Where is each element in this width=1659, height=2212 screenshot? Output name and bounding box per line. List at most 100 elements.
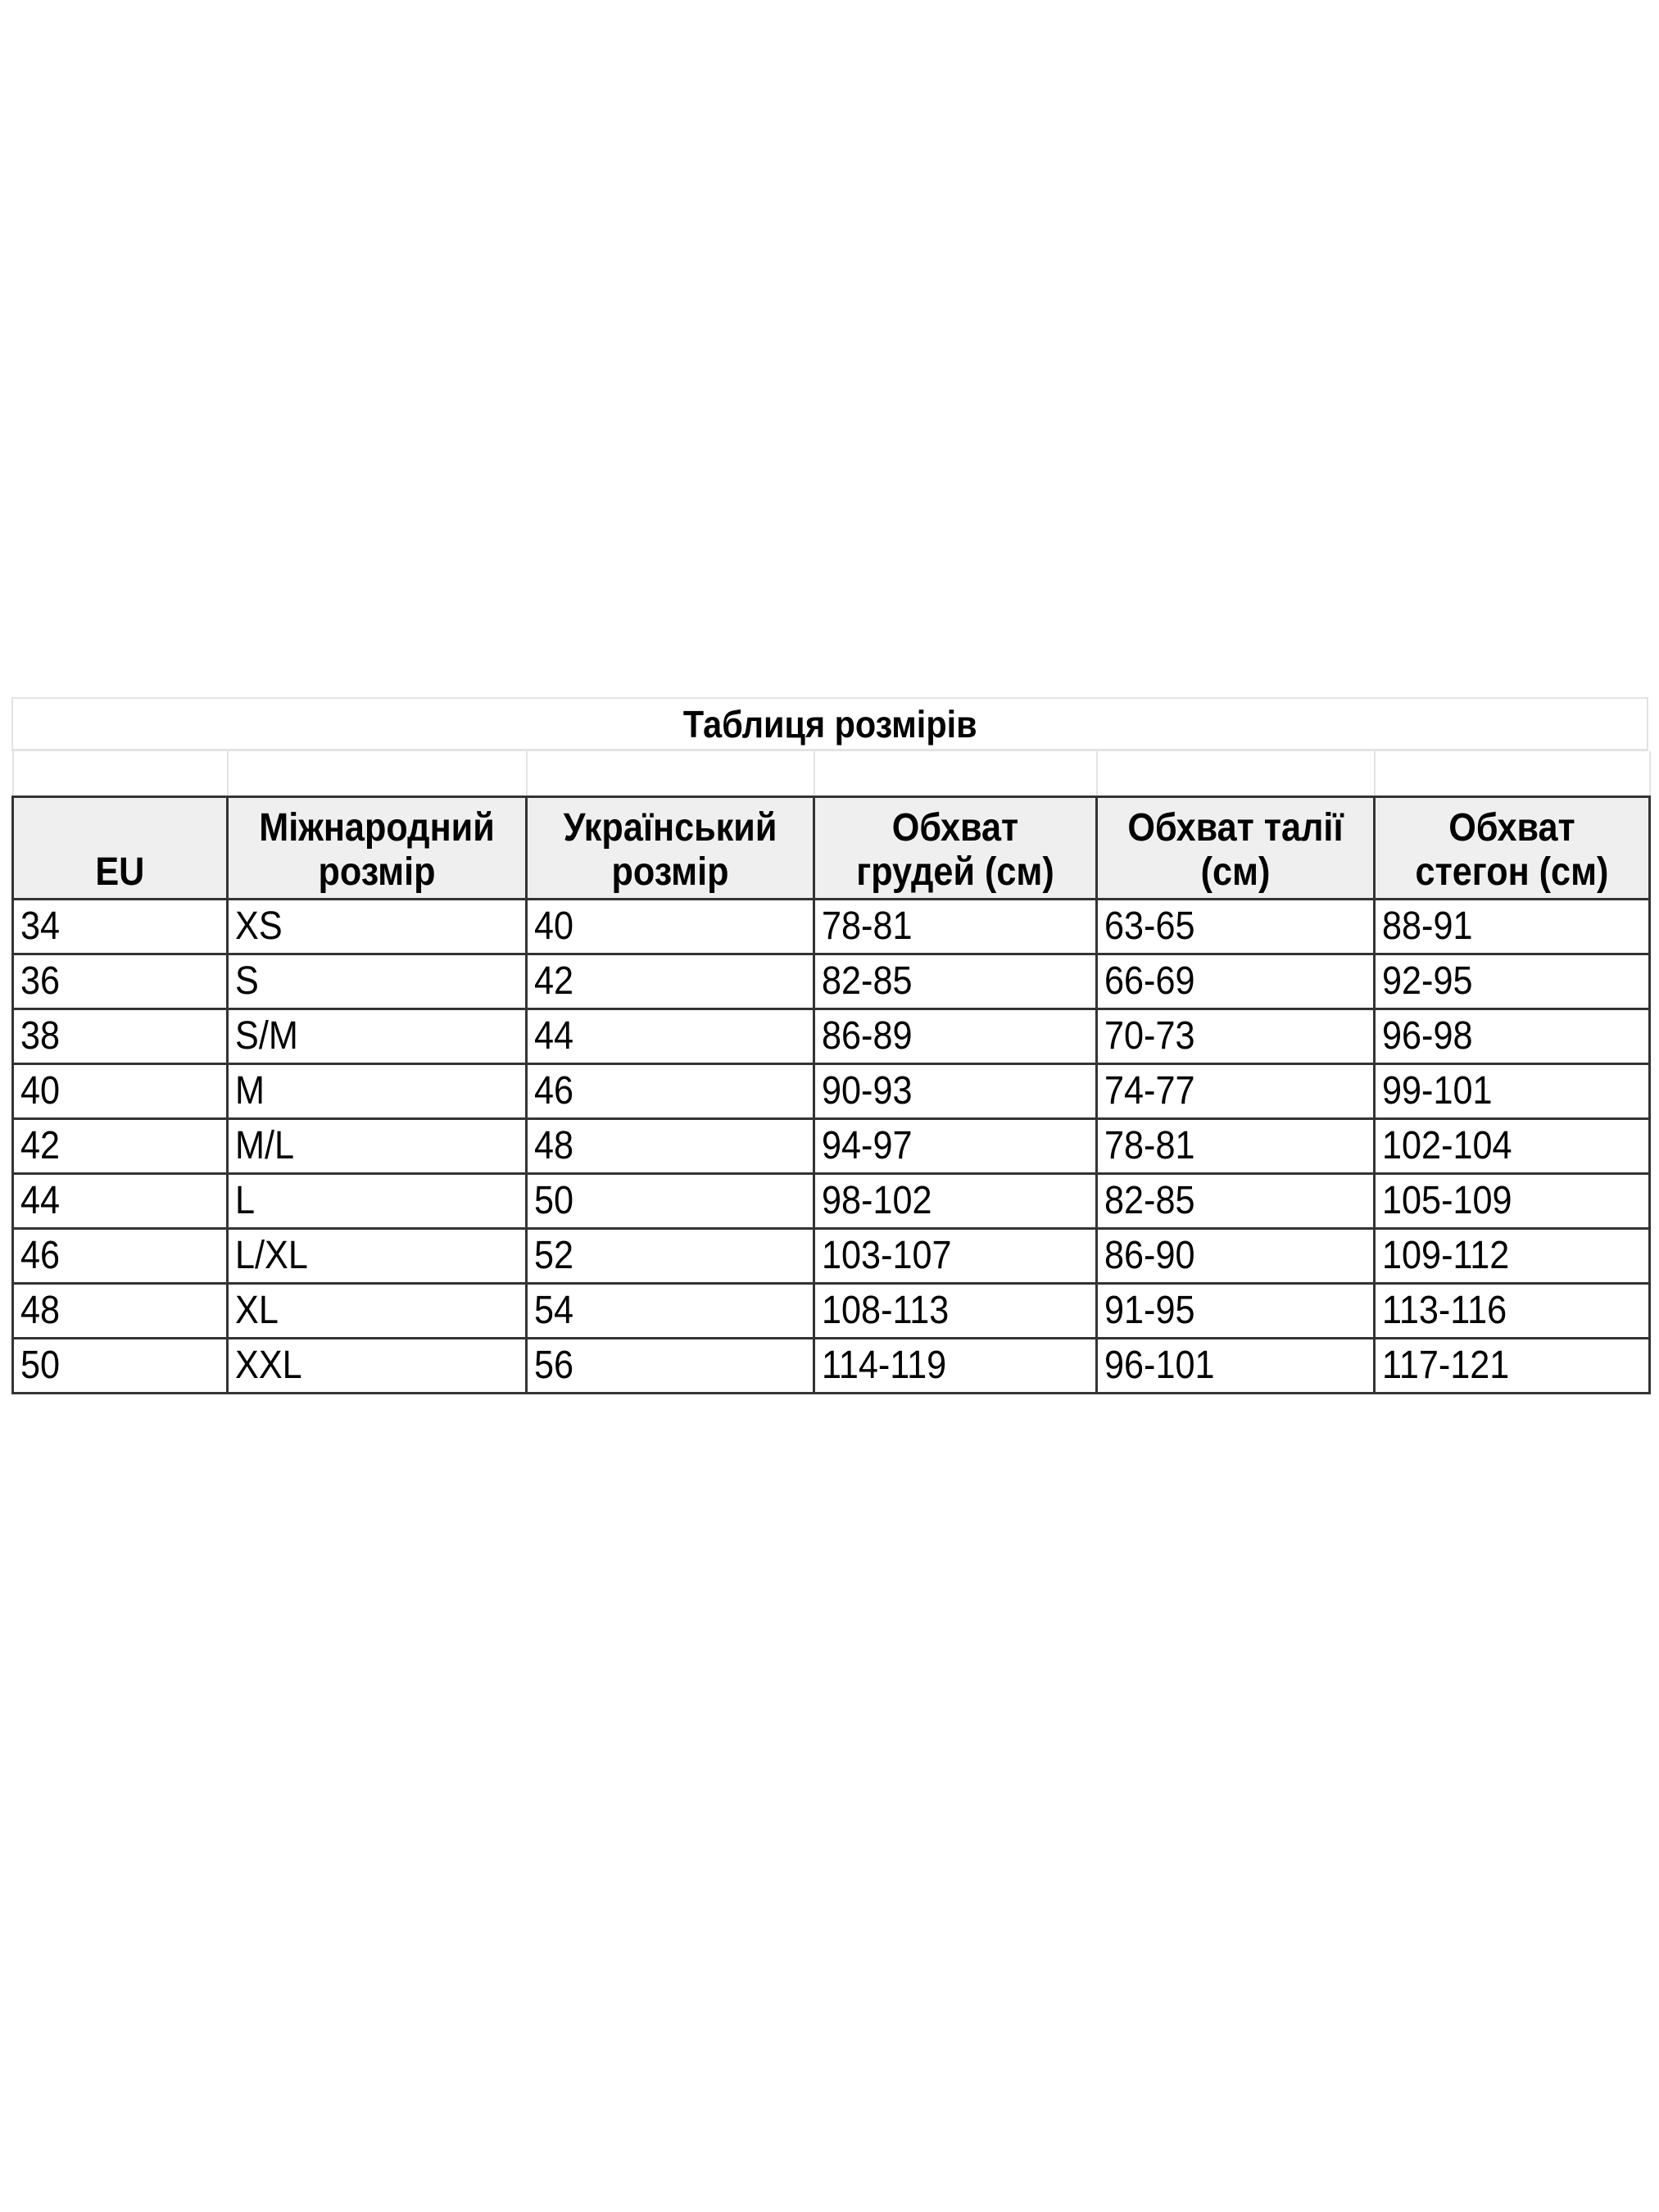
cell-value: 98-102 bbox=[822, 1179, 932, 1222]
cell-value: 52 bbox=[534, 1234, 574, 1277]
table-cell: 66-69 bbox=[1095, 953, 1376, 1010]
table-cell: 91-95 bbox=[1095, 1282, 1376, 1339]
table-cell: 70-73 bbox=[1095, 1008, 1376, 1065]
cell-value: 42 bbox=[20, 1124, 61, 1167]
table-cell: 108-113 bbox=[813, 1282, 1098, 1339]
column-header: Обхват талії (см) bbox=[1095, 796, 1376, 900]
column-header: EU bbox=[11, 796, 229, 900]
cell-value: 94-97 bbox=[822, 1124, 913, 1167]
table-cell: 44 bbox=[525, 1008, 815, 1065]
table-cell: 48 bbox=[525, 1117, 815, 1175]
cell-value: 34 bbox=[20, 904, 61, 948]
cell-value: 102-104 bbox=[1382, 1124, 1512, 1167]
table-cell: 96-98 bbox=[1373, 1008, 1651, 1065]
cell-value: 113-116 bbox=[1382, 1289, 1507, 1332]
cell-value: 105-109 bbox=[1382, 1179, 1512, 1222]
table-cell: 102-104 bbox=[1373, 1117, 1651, 1175]
cell-value: 66-69 bbox=[1104, 959, 1195, 1003]
table-cell: 98-102 bbox=[813, 1172, 1098, 1230]
table-row: 36 S 42 82-85 66-69 92-95 bbox=[11, 953, 1651, 1010]
table-cell: L bbox=[226, 1172, 528, 1230]
table-row: 44 L 50 98-102 82-85 105-109 bbox=[11, 1172, 1651, 1230]
table-cell: 90-93 bbox=[813, 1063, 1098, 1120]
table-row: 50 XXL 56 114-119 96-101 117-121 bbox=[11, 1337, 1651, 1394]
cell-value: 50 bbox=[20, 1344, 61, 1387]
table-cell: 103-107 bbox=[813, 1227, 1098, 1285]
column-header-label: Міжнародний розмір bbox=[259, 806, 495, 894]
cell-value: 117-121 bbox=[1382, 1344, 1510, 1387]
table-cell: M/L bbox=[226, 1117, 528, 1175]
table-cell: XS bbox=[226, 898, 528, 955]
cell-value: 70-73 bbox=[1104, 1014, 1195, 1058]
table-cell: 56 bbox=[525, 1337, 815, 1394]
cell-value: L/XL bbox=[235, 1234, 308, 1277]
cell-value: 99-101 bbox=[1382, 1069, 1493, 1113]
size-chart-title: Таблиця розмірів bbox=[11, 697, 1648, 751]
cell-value: 103-107 bbox=[822, 1234, 952, 1277]
table-cell: 105-109 bbox=[1373, 1172, 1651, 1230]
table-cell: 50 bbox=[11, 1337, 229, 1394]
table-cell: 40 bbox=[11, 1063, 229, 1120]
cell-value: 74-77 bbox=[1104, 1069, 1195, 1113]
table-cell: 109-112 bbox=[1373, 1227, 1651, 1285]
table-cell: M bbox=[226, 1063, 528, 1120]
cell-value: 46 bbox=[534, 1069, 574, 1113]
table-row: 46 L/XL 52 103-107 86-90 109-112 bbox=[11, 1227, 1651, 1285]
table-cell: 94-97 bbox=[813, 1117, 1098, 1175]
table-cell: S bbox=[226, 953, 528, 1010]
cell-value: 42 bbox=[534, 959, 574, 1003]
table-row: 42 M/L 48 94-97 78-81 102-104 bbox=[11, 1117, 1651, 1175]
cell-value: 78-81 bbox=[822, 904, 913, 948]
table-cell: 52 bbox=[525, 1227, 815, 1285]
table-cell: 48 bbox=[11, 1282, 229, 1339]
cell-value: 78-81 bbox=[1104, 1124, 1195, 1167]
table-cell: 82-85 bbox=[813, 953, 1098, 1010]
size-table: EU Міжнародний розмір Український розмір Об… bbox=[11, 751, 1651, 1394]
table-cell: 40 bbox=[525, 898, 815, 955]
table-cell: 114-119 bbox=[813, 1337, 1098, 1394]
column-header-label: Обхват грудей (см) bbox=[856, 806, 1054, 894]
table-cell: 38 bbox=[11, 1008, 229, 1065]
table-cell: 54 bbox=[525, 1282, 815, 1339]
column-header-label: Обхват стегон (см) bbox=[1415, 806, 1609, 894]
cell-value: 38 bbox=[20, 1014, 61, 1058]
table-cell: 78-81 bbox=[1095, 1117, 1376, 1175]
table-cell: 46 bbox=[525, 1063, 815, 1120]
cell-value: 40 bbox=[20, 1069, 61, 1113]
table-cell: 42 bbox=[525, 953, 815, 1010]
table-row: 34 XS 40 78-81 63-65 88-91 bbox=[11, 898, 1651, 955]
cell-value: 56 bbox=[534, 1344, 574, 1387]
cell-value: S/M bbox=[235, 1014, 298, 1058]
cell-value: 108-113 bbox=[822, 1289, 950, 1332]
cell-value: XS bbox=[235, 904, 283, 948]
table-row: 48 XL 54 108-113 91-95 113-116 bbox=[11, 1282, 1651, 1339]
cell-value: 90-93 bbox=[822, 1069, 913, 1113]
table-cell: 99-101 bbox=[1373, 1063, 1651, 1120]
cell-value: 86-90 bbox=[1104, 1234, 1195, 1277]
cell-value: 82-85 bbox=[822, 959, 913, 1003]
table-cell: S/M bbox=[226, 1008, 528, 1065]
table-row: 38 S/M 44 86-89 70-73 96-98 bbox=[11, 1008, 1651, 1065]
cell-value: 44 bbox=[20, 1179, 61, 1222]
column-header-label: Український розмір bbox=[563, 806, 777, 894]
column-header: Український розмір bbox=[525, 796, 815, 900]
table-cell: 46 bbox=[11, 1227, 229, 1285]
table-cell: 36 bbox=[11, 953, 229, 1010]
cell-value: XL bbox=[235, 1289, 279, 1332]
title-text: Таблиця розмірів bbox=[682, 702, 977, 746]
column-header-label: EU bbox=[95, 850, 145, 894]
cell-value: S bbox=[235, 959, 259, 1003]
header-row: EU Міжнародний розмір Український розмір Об… bbox=[11, 796, 1651, 900]
cell-value: 96-101 bbox=[1104, 1344, 1215, 1387]
cell-value: 88-91 bbox=[1382, 904, 1473, 948]
table-cell: XXL bbox=[226, 1337, 528, 1394]
cell-value: 46 bbox=[20, 1234, 61, 1277]
cell-value: M/L bbox=[235, 1124, 295, 1167]
cell-value: L bbox=[235, 1179, 256, 1222]
table-cell: 117-121 bbox=[1373, 1337, 1651, 1394]
cell-value: 48 bbox=[20, 1289, 61, 1332]
cell-value: M bbox=[235, 1069, 265, 1113]
table-cell: 78-81 bbox=[813, 898, 1098, 955]
table-cell: 42 bbox=[11, 1117, 229, 1175]
blank-row bbox=[11, 751, 1651, 797]
